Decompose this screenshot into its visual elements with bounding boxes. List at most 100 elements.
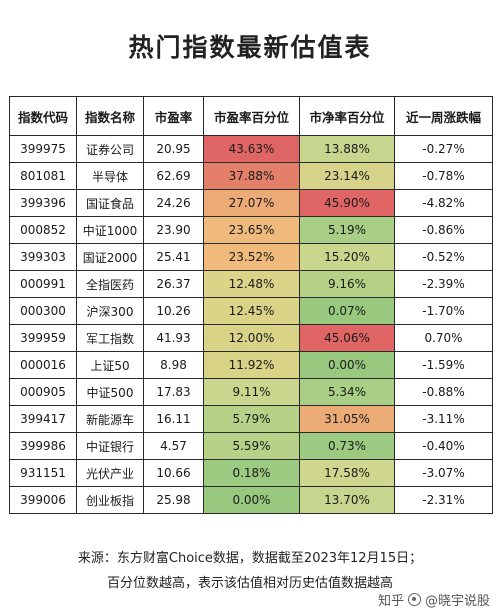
table-row: 931151 光伏产业 10.66 0.18% 17.58% -3.07%	[9, 459, 493, 487]
table-row: 399417 新能源车 16.11 5.79% 31.05% -3.11%	[9, 405, 493, 433]
cell-week-change: -0.78%	[394, 162, 493, 190]
cell-pe-percentile: 11.92%	[203, 351, 300, 379]
cell-pb-percentile: 13.88%	[299, 135, 395, 163]
table-row: 000016 上证50 8.98 11.92% 0.00% -1.59%	[9, 351, 493, 379]
cell-week-change: -3.07%	[394, 459, 493, 487]
header-pb-percentile: 市净率百分位	[299, 96, 395, 136]
cell-pe: 8.98	[143, 351, 204, 379]
cell-week-change: -2.31%	[394, 486, 493, 514]
cell-week-change: -3.11%	[394, 405, 493, 433]
cell-week-change: -2.39%	[394, 270, 493, 298]
cell-pe-percentile: 12.00%	[203, 324, 300, 352]
cell-pb-percentile: 5.34%	[299, 378, 395, 406]
header-index-name: 指数名称	[76, 96, 144, 136]
table-row: 399396 国证食品 24.26 27.07% 45.90% -4.82%	[9, 189, 493, 217]
cell-pe-percentile: 27.07%	[203, 189, 300, 217]
cell-index-code: 399975	[9, 135, 77, 163]
table-row: 399303 国证2000 25.41 23.52% 15.20% -0.52%	[9, 243, 493, 271]
cell-index-name: 全指医药	[76, 270, 144, 298]
cell-pe-percentile: 9.11%	[203, 378, 300, 406]
cell-week-change: -0.27%	[394, 135, 493, 163]
cell-index-code: 399396	[9, 189, 77, 217]
cell-week-change: -0.86%	[394, 216, 493, 244]
cell-pe: 25.98	[143, 486, 204, 514]
cell-pe-percentile: 12.48%	[203, 270, 300, 298]
cell-week-change: -0.52%	[394, 243, 493, 271]
cell-index-name: 中证500	[76, 378, 144, 406]
header-week-change: 近一周涨跌幅	[394, 96, 493, 136]
cell-pe: 25.41	[143, 243, 204, 271]
watermark-prefix: 知乎	[377, 594, 404, 609]
source-note: 来源：东方财富Choice数据，数据截至2023年12月15日；	[77, 551, 423, 566]
cell-index-name: 证券公司	[76, 135, 144, 163]
cell-index-code: 399959	[9, 324, 77, 352]
cell-index-code: 399417	[9, 405, 77, 433]
cell-pe-percentile: 23.52%	[203, 243, 300, 271]
cell-pe-percentile: 23.65%	[203, 216, 300, 244]
cell-pb-percentile: 0.73%	[299, 432, 395, 460]
cell-pe: 17.83	[143, 378, 204, 406]
cell-week-change: -0.88%	[394, 378, 493, 406]
cell-pb-percentile: 45.90%	[299, 189, 395, 217]
cell-pb-percentile: 23.14%	[299, 162, 395, 190]
cell-index-code: 399986	[9, 432, 77, 460]
cell-pe-percentile: 5.59%	[203, 432, 300, 460]
header-pe: 市盈率	[143, 96, 204, 136]
cell-index-code: 000300	[9, 297, 77, 325]
cell-pe-percentile: 37.88%	[203, 162, 300, 190]
cell-index-name: 半导体	[76, 162, 144, 190]
cell-index-name: 国证食品	[76, 189, 144, 217]
cell-index-name: 军工指数	[76, 324, 144, 352]
cell-index-name: 创业板指	[76, 486, 144, 514]
table-row: 399006 创业板指 25.98 0.00% 13.70% -2.31%	[9, 486, 493, 514]
cell-pb-percentile: 45.06%	[299, 324, 395, 352]
table-row: 000300 沪深300 10.26 12.45% 0.07% -1.70%	[9, 297, 493, 325]
cell-index-code: 801081	[9, 162, 77, 190]
cell-pe-percentile: 0.00%	[203, 486, 300, 514]
cell-index-code: 000016	[9, 351, 77, 379]
table-row: 000905 中证500 17.83 9.11% 5.34% -0.88%	[9, 378, 493, 406]
cell-pe: 10.66	[143, 459, 204, 487]
cell-pe-percentile: 0.18%	[203, 459, 300, 487]
page-title: 热门指数最新估值表	[128, 33, 372, 62]
cell-pb-percentile: 0.07%	[299, 297, 395, 325]
cell-index-code: 000905	[9, 378, 77, 406]
cell-index-name: 国证2000	[76, 243, 144, 271]
table-row: 399986 中证银行 4.57 5.59% 0.73% -0.40%	[9, 432, 493, 460]
cell-pb-percentile: 31.05%	[299, 405, 395, 433]
cell-week-change: -0.40%	[394, 432, 493, 460]
cell-pe: 4.57	[143, 432, 204, 460]
cell-pb-percentile: 13.70%	[299, 486, 395, 514]
percentile-note: 百分位数越高，表示该估值相对历史估值数据越高	[106, 576, 393, 591]
cell-index-code: 000852	[9, 216, 77, 244]
cell-pb-percentile: 9.16%	[299, 270, 395, 298]
table-row: 801081 半导体 62.69 37.88% 23.14% -0.78%	[9, 162, 493, 190]
cell-pe: 41.93	[143, 324, 204, 352]
valuation-table: 指数代码 指数名称 市盈率 市盈率百分位 市净率百分位 近一周涨跌幅 39997…	[9, 96, 493, 514]
table-row: 399959 军工指数 41.93 12.00% 45.06% 0.70%	[9, 324, 493, 352]
cell-pe: 10.26	[143, 297, 204, 325]
cell-pe-percentile: 12.45%	[203, 297, 300, 325]
cell-index-name: 沪深300	[76, 297, 144, 325]
cell-pe: 62.69	[143, 162, 204, 190]
cell-index-code: 399006	[9, 486, 77, 514]
cell-index-name: 中证银行	[76, 432, 144, 460]
cell-index-code: 000991	[9, 270, 77, 298]
cell-pe-percentile: 43.63%	[203, 135, 300, 163]
cell-pb-percentile: 17.58%	[299, 459, 395, 487]
cell-index-name: 中证1000	[76, 216, 144, 244]
cell-pb-percentile: 5.19%	[299, 216, 395, 244]
watermark-author: @晓宇说股	[424, 594, 490, 609]
zhihu-logo-icon	[407, 593, 421, 606]
watermark: 知乎 @晓宇说股	[378, 590, 490, 609]
cell-pe: 16.11	[143, 405, 204, 433]
table-row: 000852 中证1000 23.90 23.65% 5.19% -0.86%	[9, 216, 493, 244]
cell-pb-percentile: 15.20%	[299, 243, 395, 271]
header-pe-percentile: 市盈率百分位	[203, 96, 300, 136]
cell-index-code: 931151	[9, 459, 77, 487]
cell-pe-percentile: 5.79%	[203, 405, 300, 433]
cell-week-change: -1.59%	[394, 351, 493, 379]
cell-pe: 20.95	[143, 135, 204, 163]
table-header-row: 指数代码 指数名称 市盈率 市盈率百分位 市净率百分位 近一周涨跌幅	[9, 96, 493, 136]
cell-index-name: 光伏产业	[76, 459, 144, 487]
